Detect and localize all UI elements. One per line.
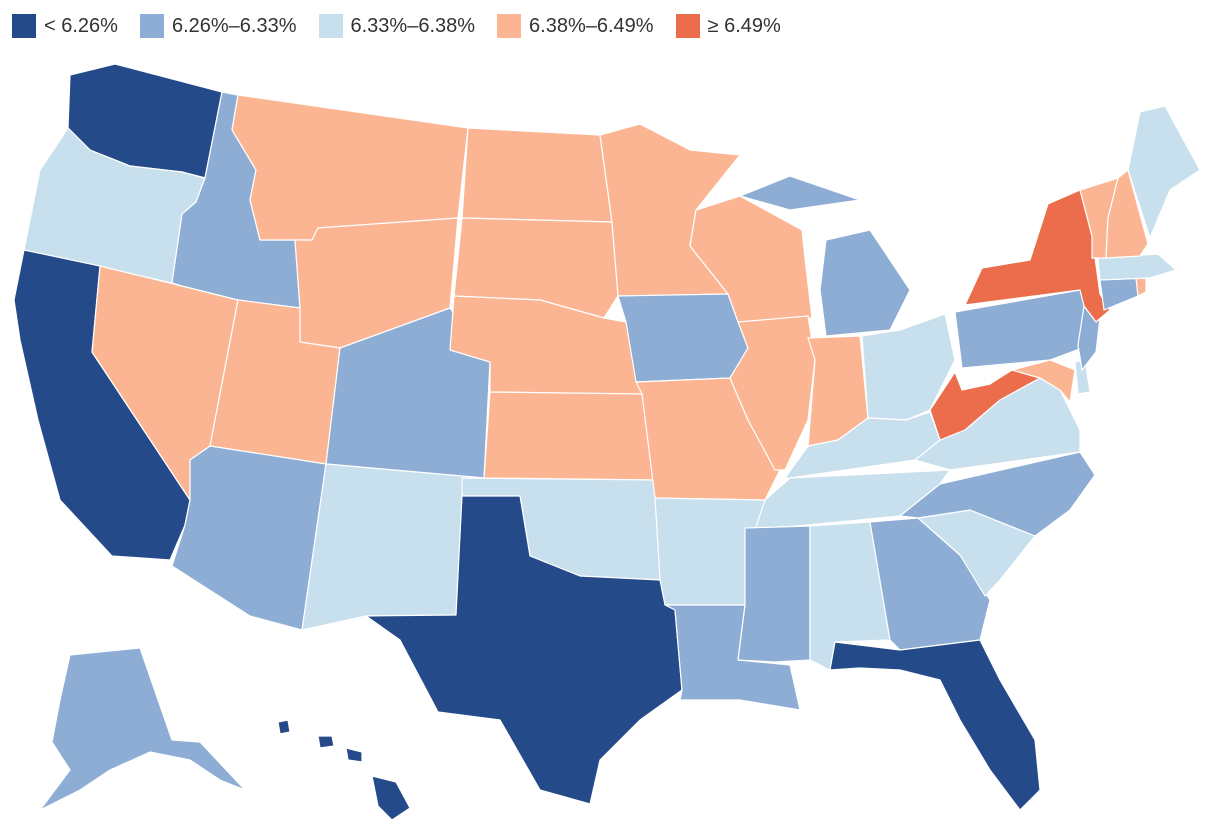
state-mi[interactable]: [739, 175, 911, 337]
state-fl[interactable]: [829, 639, 1041, 811]
state-ny[interactable]: [964, 189, 1111, 323]
legend-swatch-4: [497, 14, 522, 38]
legend-swatch-2: [139, 14, 164, 38]
legend-label-1: < 6.26%: [44, 14, 118, 37]
legend-swatch-1: [12, 14, 36, 38]
state-az[interactable]: [171, 445, 327, 631]
legend-swatch-3: [318, 14, 343, 38]
state-nc[interactable]: [899, 451, 1096, 537]
state-wi[interactable]: [689, 195, 813, 323]
legend-item-3: 6.33%–6.38%: [318, 14, 476, 38]
legend-swatch-5: [675, 14, 700, 38]
legend-item-2: 6.26%–6.33%: [139, 14, 297, 38]
state-ia[interactable]: [617, 293, 749, 383]
legend-item-4: 6.38%–6.49%: [497, 14, 654, 38]
state-hi[interactable]: [277, 719, 411, 821]
legend-label-4: 6.38%–6.49%: [529, 14, 654, 37]
legend-item-1: < 6.26%: [12, 14, 118, 38]
legend-label-2: 6.26%–6.33%: [171, 14, 297, 37]
state-ks[interactable]: [483, 391, 656, 481]
map-legend: < 6.26% 6.26%–6.33% 6.33%–6.38% 6.38%–6.…: [12, 14, 803, 38]
state-ma[interactable]: [1097, 253, 1177, 281]
state-ct[interactable]: [1099, 275, 1139, 311]
state-tx[interactable]: [365, 495, 683, 805]
state-ms[interactable]: [737, 525, 811, 663]
state-me[interactable]: [1127, 105, 1201, 239]
state-md[interactable]: [1011, 359, 1076, 403]
legend-item-5: ≥ 6.49%: [675, 14, 781, 38]
state-co[interactable]: [325, 307, 491, 479]
legend-label-3: 6.33%–6.38%: [350, 14, 476, 37]
state-nd[interactable]: [461, 127, 613, 223]
legend-label-5: ≥ 6.49%: [707, 14, 781, 37]
state-mt[interactable]: [231, 94, 469, 241]
state-ri[interactable]: [1135, 277, 1147, 297]
state-ak[interactable]: [39, 647, 246, 811]
state-ky[interactable]: [784, 411, 941, 479]
